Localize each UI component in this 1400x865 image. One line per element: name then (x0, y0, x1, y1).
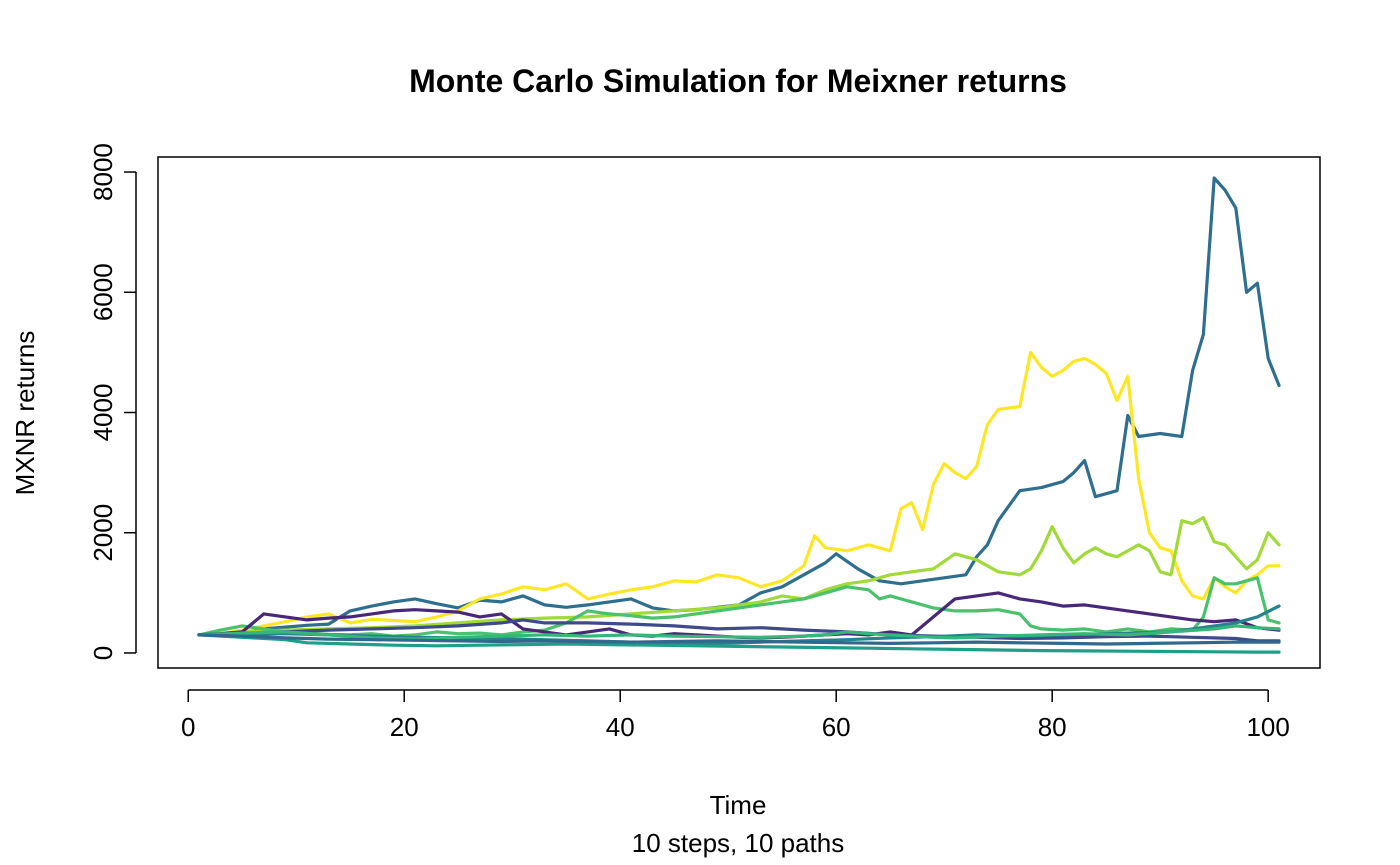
y-tick-label: 0 (88, 646, 118, 660)
series-line-10 (197, 633, 1281, 646)
chart-subtitle: 10 steps, 10 paths (632, 828, 844, 858)
x-tick-label: 100 (1246, 712, 1289, 742)
series-line-1 (197, 176, 1281, 637)
x-tick-label: 0 (181, 712, 195, 742)
series-line-2 (197, 350, 1281, 637)
chart-title: Monte Carlo Simulation for Meixner retur… (409, 63, 1067, 99)
y-axis-label: MXNR returns (10, 331, 40, 496)
series-line-6 (197, 618, 1281, 643)
y-tick-label: 2000 (88, 504, 118, 562)
y-tick-label: 8000 (88, 143, 118, 201)
series-layer (197, 176, 1281, 654)
y-tick-label: 4000 (88, 384, 118, 442)
plot-area-frame (157, 156, 1321, 669)
series-line-8 (197, 633, 1281, 654)
x-tick-label: 20 (390, 712, 419, 742)
x-tick-label: 80 (1038, 712, 1067, 742)
x-tick-label: 40 (606, 712, 635, 742)
series-line-3 (197, 516, 1281, 637)
x-axis: 0 20 40 60 80 100 (181, 689, 1290, 742)
x-tick-label: 60 (822, 712, 851, 742)
y-tick-label: 6000 (88, 263, 118, 321)
y-axis: 0 2000 4000 6000 8000 (88, 143, 137, 660)
x-axis-label: Time (710, 790, 767, 820)
